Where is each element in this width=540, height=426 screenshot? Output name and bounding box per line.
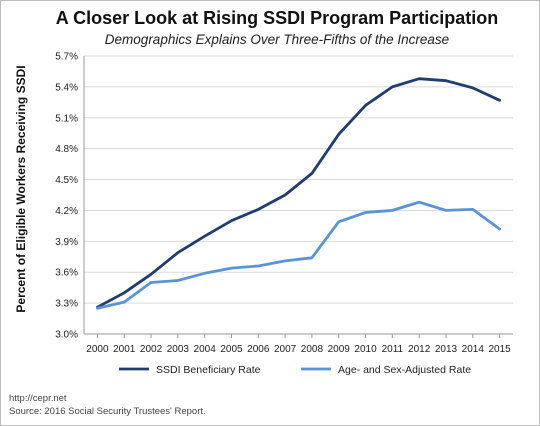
x-tick-label: 2004 bbox=[194, 344, 217, 355]
series-line-1 bbox=[96, 77, 502, 309]
x-tick-label: 2006 bbox=[247, 344, 270, 355]
x-tick-label: 2003 bbox=[167, 344, 190, 355]
legend: SSDI Beneficiary Rate Age- and Sex-Adjust… bbox=[119, 364, 471, 376]
legend-label: SSDI Beneficiary Rate bbox=[156, 364, 261, 376]
y-tick-label: 5.4% bbox=[55, 82, 78, 93]
y-tick-label: 4.2% bbox=[55, 206, 78, 217]
x-tick-label: 2015 bbox=[488, 344, 511, 355]
chart-title: A Closer Look at Rising SSDI Program Par… bbox=[55, 8, 499, 28]
x-tick-label: 2014 bbox=[462, 344, 485, 355]
y-tick-label: 3.9% bbox=[55, 237, 78, 248]
x-tick-label: 2012 bbox=[408, 344, 431, 355]
y-tick-label: 4.5% bbox=[55, 175, 78, 186]
x-tick-label: 2011 bbox=[382, 344, 404, 355]
x-tick-label: 2009 bbox=[328, 344, 351, 355]
source-note: Source: 2016 Social Security Trustees' R… bbox=[9, 406, 206, 417]
x-tick-labels: 2000 2001 2002 2003 2004 2005 2006 2007 2008 2009… bbox=[86, 334, 511, 355]
source-url: http://cepr.net bbox=[9, 393, 67, 404]
x-tick-label: 2010 bbox=[354, 344, 377, 355]
x-tick-label: 2013 bbox=[435, 344, 458, 355]
x-tick-label: 2008 bbox=[301, 344, 324, 355]
y-tick-label: 3.3% bbox=[55, 299, 78, 310]
y-tick-label: 5.1% bbox=[55, 113, 78, 124]
y-tick-label: 3.6% bbox=[55, 268, 78, 279]
x-tick-label: 2001 bbox=[113, 344, 136, 355]
y-tick-label: 3.0% bbox=[55, 330, 78, 341]
chart-subtitle: Demographics Explains Over Three-Fifths … bbox=[104, 32, 450, 47]
y-tick-label: 5.7% bbox=[55, 52, 78, 63]
legend-label: Age- and Sex-Adjusted Rate bbox=[338, 364, 471, 376]
x-tick-label: 2005 bbox=[220, 344, 243, 355]
y-axis-label: Percent of Eligible Workers Receiving SS… bbox=[14, 65, 28, 312]
x-tick-label: 2002 bbox=[140, 344, 163, 355]
series-line-2 bbox=[96, 200, 502, 310]
x-tick-label: 2007 bbox=[274, 344, 297, 355]
x-tick-label: 2000 bbox=[86, 344, 109, 355]
series-group bbox=[96, 77, 502, 310]
y-tick-label: 4.8% bbox=[55, 144, 78, 155]
grid-lines bbox=[84, 55, 513, 304]
y-tick-labels: 3.0% 3.3% 3.6% 3.9% 4.2% 4.5% 4.8% 5.1% 5.4% 5.7% bbox=[55, 52, 78, 341]
